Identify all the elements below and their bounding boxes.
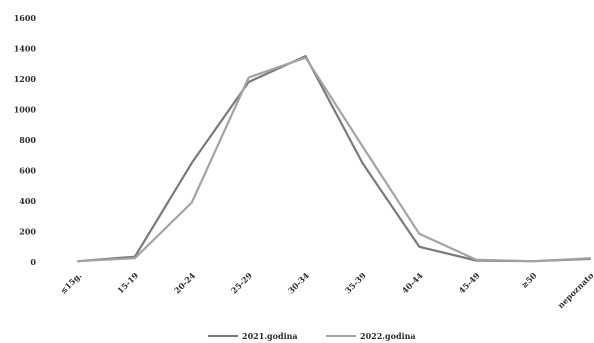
- legend-label-2: 2022.godina: [360, 331, 416, 341]
- y-axis: 0 200 400 600 800 1000 1200 1400 1600: [14, 13, 37, 267]
- series-line-2: [76, 56, 592, 263]
- legend: 2021.godina 2022.godina: [208, 331, 416, 341]
- x-tick-label: 15-19: [115, 270, 140, 295]
- series-layer: [76, 54, 592, 263]
- x-tick-label: 25-29: [229, 270, 254, 295]
- y-tick-label: 1600: [14, 13, 37, 23]
- y-tick-label: 600: [19, 166, 36, 176]
- y-tick-label: 1000: [14, 105, 37, 115]
- x-tick-label: 30-34: [286, 270, 311, 295]
- y-tick-label: 0: [30, 257, 36, 267]
- x-axis: ≤15g. 15-19 20-24 25-29 30-34 35-39 40-44 45-49…: [58, 270, 594, 310]
- x-tick-label: ≤15g.: [58, 270, 84, 296]
- y-tick-label: 200: [19, 227, 36, 237]
- x-tick-label: nepoznato: [556, 270, 594, 310]
- y-tick-label: 1400: [14, 44, 37, 54]
- y-tick-label: 800: [19, 135, 36, 145]
- x-tick-label: 35-39: [343, 270, 368, 295]
- legend-label-1: 2021.godina: [242, 331, 298, 341]
- x-tick-label: ≥50: [519, 270, 539, 290]
- y-tick-label: 1200: [14, 74, 37, 84]
- series-line-1: [76, 54, 592, 263]
- x-tick-label: 45-49: [456, 270, 481, 295]
- x-tick-label: 20-24: [172, 270, 197, 295]
- x-tick-label: 40-44: [400, 270, 425, 295]
- y-tick-label: 400: [19, 196, 36, 206]
